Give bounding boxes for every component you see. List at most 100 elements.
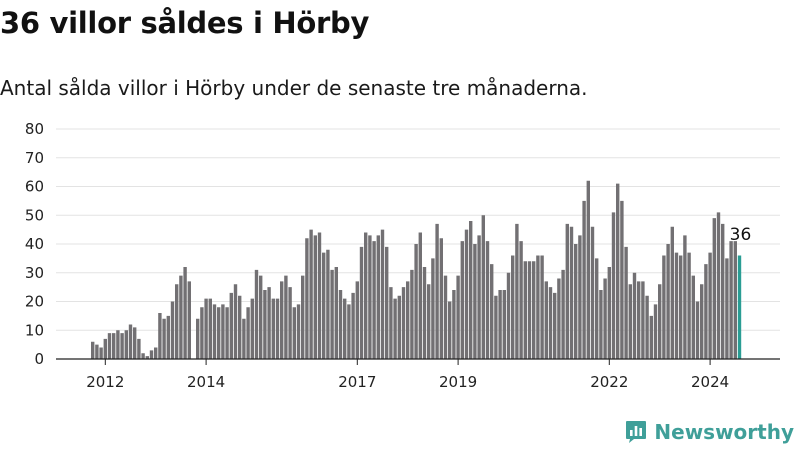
bar bbox=[553, 292, 557, 360]
bar bbox=[233, 284, 238, 359]
bar bbox=[574, 244, 578, 359]
bar bbox=[208, 298, 212, 360]
y-tick-label: 60 bbox=[25, 178, 44, 196]
bar bbox=[456, 275, 460, 360]
bar bbox=[679, 255, 683, 359]
bar bbox=[359, 246, 364, 360]
bar bbox=[347, 304, 351, 360]
x-tick-label: 2012 bbox=[86, 373, 124, 391]
brand: Newsworthy bbox=[625, 420, 794, 444]
bar bbox=[204, 298, 208, 360]
bar bbox=[322, 252, 326, 360]
bar bbox=[645, 295, 649, 359]
bar bbox=[317, 232, 322, 359]
bar bbox=[372, 241, 376, 360]
bar bbox=[582, 200, 586, 360]
bar bbox=[666, 244, 670, 359]
bar bbox=[691, 275, 695, 360]
bar bbox=[120, 333, 124, 360]
bar bbox=[494, 295, 498, 359]
bar bbox=[561, 269, 565, 360]
bar bbox=[309, 229, 313, 360]
bars bbox=[91, 180, 742, 360]
bar bbox=[536, 255, 540, 359]
bar bbox=[334, 267, 338, 359]
bar bbox=[418, 232, 422, 359]
bar bbox=[292, 307, 296, 359]
bar bbox=[506, 272, 511, 359]
bar bbox=[95, 344, 99, 360]
bar bbox=[637, 281, 641, 360]
y-tick-label: 10 bbox=[25, 321, 44, 339]
bar bbox=[200, 307, 204, 359]
bar bbox=[128, 324, 133, 359]
bar bbox=[452, 290, 456, 359]
bar bbox=[250, 298, 254, 360]
bar bbox=[196, 318, 200, 359]
bar bbox=[498, 290, 502, 359]
bar bbox=[271, 298, 275, 360]
bar bbox=[124, 330, 128, 359]
y-tick-label: 30 bbox=[25, 264, 44, 282]
bar bbox=[217, 307, 221, 359]
bar bbox=[401, 287, 406, 360]
bar bbox=[179, 275, 183, 360]
bar bbox=[355, 281, 359, 360]
y-tick-label: 0 bbox=[34, 350, 44, 368]
bar bbox=[464, 229, 469, 360]
bar bbox=[351, 292, 355, 360]
bar bbox=[225, 307, 229, 359]
y-tick-label: 80 bbox=[25, 120, 44, 138]
bar bbox=[502, 290, 506, 359]
bar bbox=[611, 212, 616, 360]
bar bbox=[154, 347, 158, 359]
bar bbox=[175, 284, 179, 359]
bar bbox=[624, 246, 628, 360]
bar bbox=[410, 269, 414, 360]
bar bbox=[481, 215, 485, 359]
bar bbox=[628, 284, 632, 359]
bar bbox=[414, 244, 418, 359]
bar bbox=[632, 272, 637, 359]
bar bbox=[515, 223, 519, 360]
bar bbox=[527, 261, 532, 359]
bar bbox=[716, 212, 721, 360]
bar bbox=[103, 338, 107, 360]
bar bbox=[557, 278, 561, 359]
bar bbox=[532, 261, 536, 359]
bar bbox=[149, 350, 154, 360]
bar bbox=[187, 281, 191, 360]
bar bbox=[296, 304, 301, 360]
bar bbox=[674, 252, 679, 360]
bar bbox=[448, 301, 452, 359]
bar bbox=[183, 267, 187, 359]
bar-highlight bbox=[737, 255, 742, 359]
bar bbox=[599, 290, 603, 359]
bar bbox=[393, 298, 397, 360]
bar bbox=[91, 341, 95, 359]
newsworthy-logo-icon bbox=[626, 421, 647, 443]
bar bbox=[658, 284, 662, 359]
bar bbox=[729, 241, 733, 360]
bar bbox=[641, 281, 645, 360]
bar bbox=[670, 226, 674, 359]
x-axis-ticks: 2012 2014 2017 2019 2022 2024 bbox=[86, 359, 729, 391]
bar bbox=[338, 290, 343, 359]
bar bbox=[569, 226, 574, 359]
bar bbox=[301, 275, 305, 360]
bar bbox=[427, 284, 431, 359]
bar bbox=[330, 269, 334, 360]
bar bbox=[263, 290, 267, 359]
bar bbox=[288, 287, 292, 360]
bar bbox=[254, 269, 259, 360]
bar bbox=[595, 258, 599, 360]
bar bbox=[607, 267, 611, 359]
bar bbox=[284, 275, 288, 360]
bar bbox=[620, 200, 624, 360]
bar bbox=[687, 252, 691, 360]
bar bbox=[565, 223, 569, 360]
bar bbox=[397, 295, 401, 359]
bar bbox=[280, 281, 284, 360]
bar bbox=[145, 356, 149, 360]
